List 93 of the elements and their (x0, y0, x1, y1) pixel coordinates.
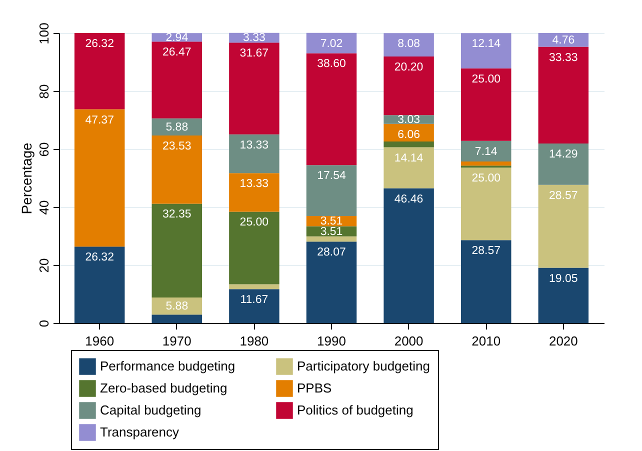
data-label: 33.33 (549, 52, 578, 64)
data-label: 17.54 (317, 170, 346, 182)
bar (384, 124, 434, 142)
bar (460, 168, 512, 240)
bar (538, 46, 589, 144)
bar (74, 109, 125, 247)
data-label: 38.60 (317, 58, 346, 70)
y-tick-label: 40 (36, 200, 52, 215)
data-label: 5.88 (166, 121, 188, 134)
x-tick-label: 1980 (240, 334, 269, 348)
data-label: 3.51 (320, 226, 343, 238)
bar (229, 134, 280, 174)
bar (384, 56, 434, 116)
x-tick-label: 2020 (548, 334, 578, 348)
data-label: 28.57 (472, 245, 500, 258)
bar (538, 143, 589, 185)
data-label: 31.67 (240, 48, 269, 60)
data-label: 25.00 (472, 73, 500, 86)
y-tick-label: 20 (36, 258, 52, 273)
data-label: 3.03 (398, 114, 420, 126)
bar (384, 147, 434, 188)
data-label: 2.94 (166, 32, 189, 44)
data-label: 46.46 (394, 193, 424, 206)
bar (229, 42, 280, 134)
bar (384, 33, 434, 57)
bar (152, 42, 202, 118)
data-label: 26.32 (85, 38, 114, 50)
data-label: 5.88 (166, 300, 188, 313)
bar (306, 242, 357, 323)
y-tick-label: 80 (36, 84, 52, 99)
bar (74, 32, 125, 110)
bar (306, 53, 357, 166)
legend-label: Politics of budgeting (297, 402, 414, 418)
bar (229, 212, 280, 284)
data-label: 19.05 (549, 272, 578, 285)
legend-label: Zero-based budgeting (100, 380, 228, 396)
bar (384, 188, 434, 323)
data-label: 23.53 (162, 140, 192, 152)
bar (74, 246, 125, 323)
x-tick-label: 1990 (317, 334, 346, 348)
data-label: 7.02 (320, 38, 343, 50)
data-label: 13.33 (240, 139, 269, 152)
bar (229, 284, 280, 290)
bar (460, 162, 512, 166)
bar (306, 236, 357, 242)
data-label: 6.06 (398, 128, 420, 141)
bar (152, 314, 202, 323)
x-tick-label: 1970 (162, 334, 192, 348)
y-tick-label: 0 (36, 320, 52, 328)
bar (460, 240, 512, 323)
data-label: 47.37 (85, 114, 114, 126)
bar (384, 141, 434, 148)
bar (306, 32, 357, 54)
data-label: 12.14 (472, 38, 502, 50)
data-label: 8.08 (398, 38, 420, 50)
bar (229, 289, 280, 323)
data-label: 28.07 (317, 246, 346, 259)
data-label: 3.51 (320, 216, 343, 228)
bar (538, 184, 589, 268)
bar (538, 268, 589, 323)
bar (152, 204, 202, 298)
legend-label: Capital budgeting (100, 402, 202, 418)
legend-label: Transparency (100, 424, 180, 440)
bar (306, 165, 357, 216)
data-label: 4.76 (552, 34, 575, 46)
bar (460, 140, 512, 162)
bar (229, 173, 280, 212)
data-label: 14.29 (549, 148, 578, 160)
data-label: 13.33 (240, 178, 269, 190)
data-label: 7.14 (474, 146, 498, 158)
data-label: 25.00 (240, 216, 269, 229)
data-label: 26.47 (162, 46, 192, 59)
x-tick-label: 1960 (85, 334, 114, 348)
y-tick-label: 100 (36, 22, 52, 44)
legend-label: Participatory budgeting (297, 358, 430, 374)
bar (152, 135, 202, 204)
data-label: 28.57 (549, 190, 578, 202)
bar (538, 33, 589, 47)
y-tick-label: 60 (36, 142, 52, 157)
bar (460, 33, 512, 68)
legend-label: PPBS (297, 380, 332, 396)
data-label: 11.67 (240, 294, 268, 306)
data-label: 25.00 (472, 172, 500, 185)
data-label: 26.32 (85, 252, 114, 264)
data-label: 20.20 (394, 62, 424, 74)
bar (460, 68, 512, 141)
x-tick-label: 2010 (472, 334, 501, 348)
legend-label: Performance budgeting (100, 358, 236, 374)
data-label: 32.35 (162, 208, 192, 221)
data-label: 3.33 (243, 32, 266, 44)
x-tick-label: 2000 (394, 334, 424, 348)
data-label: 14.14 (394, 152, 424, 164)
y-axis-title: Percentage (18, 142, 34, 214)
